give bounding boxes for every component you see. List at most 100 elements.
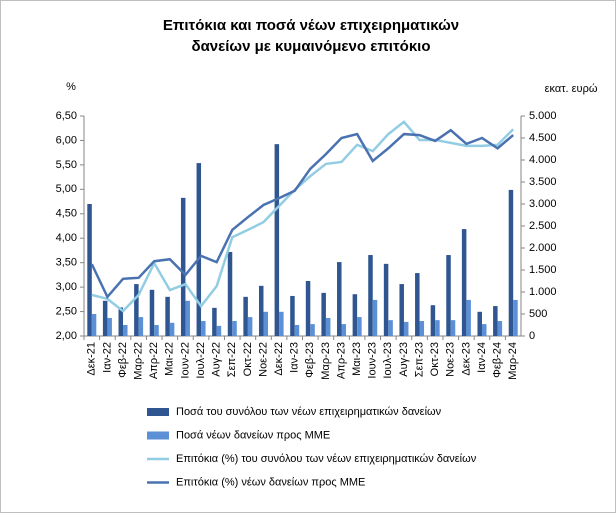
x-tick-label: Δεκ-21 — [86, 342, 98, 376]
bar — [180, 197, 186, 336]
x-tick-label: Απρ-22 — [148, 342, 160, 379]
bar — [341, 324, 347, 336]
bar — [227, 251, 233, 336]
y2-tick-label: 3.500 — [529, 176, 557, 188]
bar — [352, 294, 358, 336]
bar — [243, 296, 248, 336]
bar — [102, 300, 108, 336]
bar — [321, 292, 326, 336]
bar — [258, 285, 264, 336]
x-tick-label: Ιουλ-23 — [382, 342, 394, 379]
bar — [169, 322, 175, 336]
y2-tick-label: 2.500 — [529, 220, 557, 232]
y-tick-label: 2,50 — [56, 305, 77, 317]
y2-tick-label: 1.000 — [529, 286, 557, 298]
x-tick-label: Δεκ-22 — [273, 342, 285, 376]
chart-title: Επιτόκια και ποσά νέων επιχειρηματικών δ… — [162, 17, 460, 55]
bar — [165, 296, 170, 336]
y-tick-label: 4,50 — [56, 208, 77, 220]
bar — [279, 311, 284, 336]
x-tick-label: Νοε-23 — [445, 342, 457, 377]
bar — [430, 305, 436, 336]
x-tick-label: Αυγ-23 — [398, 342, 410, 377]
x-tick-label: Ιαν-23 — [289, 342, 301, 373]
bar — [388, 320, 393, 336]
bar — [383, 263, 389, 336]
y2-tick-label: 2.000 — [529, 242, 557, 254]
legend-swatch — [147, 431, 169, 440]
bar — [497, 321, 503, 336]
legend-label: Ποσά του συνόλου των νέων επιχειρηματικώ… — [176, 406, 442, 418]
y2-tick-label: 4.000 — [529, 154, 557, 166]
x-tick-label: Ιουν-23 — [367, 342, 379, 379]
bar — [138, 317, 144, 336]
line — [91, 120, 515, 313]
bar — [466, 299, 471, 336]
bar — [337, 262, 342, 336]
y-tick-label: 6,50 — [56, 110, 77, 122]
bar — [201, 321, 206, 336]
y-tick-label: 5,50 — [56, 159, 77, 171]
x-tick-label: Σεπ-23 — [413, 342, 425, 377]
bar — [399, 284, 404, 336]
bar — [403, 321, 409, 336]
x-tick-label: Οκτ-23 — [429, 342, 441, 376]
legend-label: Επιτόκια (%) του συνόλου των νέων επιχει… — [176, 453, 477, 465]
bar — [290, 295, 295, 336]
bar — [415, 273, 420, 336]
bar — [154, 325, 159, 336]
bar — [508, 189, 514, 336]
bar — [325, 317, 331, 336]
y2-tick-label: 500 — [529, 308, 547, 320]
bar — [368, 255, 373, 336]
x-tick-label: Μαρ-24 — [507, 342, 519, 380]
bar — [372, 299, 378, 336]
bar — [107, 317, 112, 336]
x-tick-label: Απρ-23 — [335, 342, 347, 379]
x-tick-label: Νοε-22 — [257, 342, 269, 377]
x-tick-label: Φεβ-24 — [491, 342, 503, 378]
bar — [446, 255, 451, 336]
bar — [461, 229, 467, 336]
bar — [513, 299, 518, 336]
bar — [216, 325, 222, 336]
bar — [196, 163, 202, 336]
bar — [263, 311, 268, 336]
y-tick-label: 6,00 — [56, 134, 77, 146]
bar — [310, 324, 315, 336]
bar — [149, 289, 155, 336]
bar — [87, 204, 92, 336]
legend-label: Ποσά νέων δανείων προς ΜΜΕ — [176, 429, 330, 441]
y-axis-label: % — [66, 81, 76, 93]
bar — [481, 324, 487, 336]
bar — [232, 321, 237, 336]
x-tick-label: Αυγ-22 — [211, 342, 223, 377]
legend-swatch — [147, 408, 169, 416]
x-tick-label: Ιαν-24 — [476, 342, 488, 373]
bar — [134, 284, 139, 336]
bar — [185, 300, 190, 336]
bar — [357, 317, 362, 336]
x-tick-label: Σεπ-22 — [226, 342, 238, 377]
x-tick-label: Ιαν-22 — [101, 342, 113, 373]
bar — [118, 307, 124, 336]
y-tick-label: 4,00 — [56, 232, 77, 244]
bar — [123, 325, 128, 336]
bar — [450, 320, 456, 336]
y-tick-label: 3,00 — [56, 281, 77, 293]
x-tick-label: Μαρ-22 — [133, 342, 145, 380]
x-tick-label: Φεβ-22 — [117, 342, 129, 378]
x-tick-label: Μαρ-23 — [320, 342, 332, 380]
y2-tick-label: 4.500 — [529, 132, 557, 144]
x-tick-label: Μαι-23 — [351, 342, 363, 376]
y-tick-label: 3,50 — [56, 257, 77, 269]
bar — [305, 281, 311, 336]
bar — [435, 320, 440, 336]
y2-tick-label: 5.000 — [529, 110, 557, 122]
x-tick-label: Οκτ-22 — [242, 342, 254, 376]
y2-axis-label: εκατ. ευρώ — [545, 83, 598, 95]
y-tick-label: 2,00 — [56, 330, 77, 342]
bar — [493, 306, 498, 336]
